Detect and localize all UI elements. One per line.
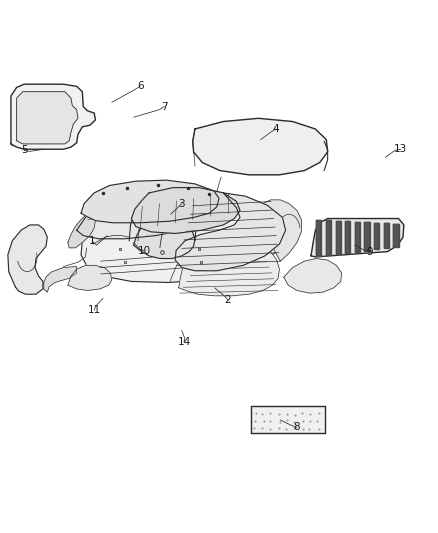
Text: 4: 4 — [272, 124, 279, 134]
Text: 9: 9 — [367, 247, 374, 256]
Text: 3: 3 — [178, 199, 185, 208]
Polygon shape — [393, 224, 399, 247]
Text: 10: 10 — [138, 246, 151, 255]
Polygon shape — [316, 220, 321, 256]
Polygon shape — [81, 188, 285, 282]
Polygon shape — [384, 223, 389, 248]
Polygon shape — [336, 221, 341, 254]
Text: 13: 13 — [394, 144, 407, 154]
Text: 5: 5 — [21, 146, 28, 155]
Polygon shape — [77, 189, 219, 239]
Polygon shape — [68, 265, 112, 290]
Polygon shape — [134, 219, 195, 259]
Text: 2: 2 — [224, 295, 231, 304]
Polygon shape — [81, 180, 219, 223]
Polygon shape — [44, 266, 77, 292]
Polygon shape — [8, 225, 47, 294]
Polygon shape — [131, 188, 240, 233]
Polygon shape — [175, 193, 286, 271]
Polygon shape — [374, 223, 379, 249]
Polygon shape — [179, 239, 279, 296]
Polygon shape — [355, 222, 360, 252]
Text: 11: 11 — [88, 305, 101, 315]
Polygon shape — [193, 118, 328, 175]
Text: 7: 7 — [161, 102, 168, 111]
Text: 8: 8 — [293, 423, 300, 432]
Polygon shape — [68, 214, 95, 248]
Polygon shape — [11, 84, 95, 149]
Polygon shape — [364, 222, 370, 251]
Text: 6: 6 — [137, 82, 144, 91]
Polygon shape — [17, 92, 78, 144]
Text: 14: 14 — [177, 337, 191, 347]
Text: 1: 1 — [88, 236, 95, 246]
Polygon shape — [251, 406, 325, 433]
Polygon shape — [326, 220, 331, 255]
Polygon shape — [345, 221, 350, 253]
Polygon shape — [258, 200, 301, 261]
Polygon shape — [284, 259, 342, 293]
Polygon shape — [311, 219, 404, 257]
